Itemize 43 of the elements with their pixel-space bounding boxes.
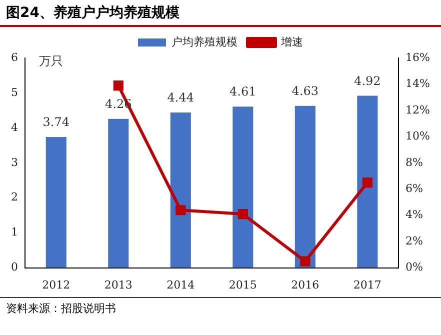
y-tick-label: 0 (11, 260, 18, 274)
text: 资料来源：招股说明书 (0, 297, 441, 320)
point (300, 256, 310, 266)
y2-tick-label: 16% (406, 50, 430, 64)
y-tick-label: 2 (11, 190, 18, 204)
y-tick-label: 4 (11, 120, 18, 134)
legend-label: 增速 (280, 35, 303, 48)
point (362, 178, 372, 188)
y2-tick-label: 14% (406, 77, 430, 90)
x-tick-label: 2017 (353, 278, 382, 292)
y2-tick-label: 6% (406, 182, 424, 195)
y2-tick-label: 8% (406, 156, 424, 169)
y-tick-label: 1 (11, 226, 18, 239)
bar (357, 96, 378, 268)
data-label: 4.63 (292, 84, 319, 98)
bar (232, 106, 254, 268)
legend-label: 户均养殖规模 (172, 35, 238, 48)
x-tick-label: 2013 (104, 278, 132, 292)
x-tick-label: 2014 (166, 278, 195, 292)
y2-tick-label: 12% (406, 103, 430, 116)
bar (46, 137, 66, 268)
chart-title: 图24、养殖户户均养殖规模 (0, 0, 441, 27)
point (238, 209, 248, 220)
x-tick-label: 2015 (228, 278, 257, 292)
y-tick-label: 5 (11, 86, 18, 99)
y2-tick-label: 0% (406, 260, 424, 274)
data-label: 3.74 (42, 115, 70, 130)
bar (108, 118, 129, 268)
point (176, 205, 186, 216)
point (113, 80, 124, 91)
data-label: 4.44 (167, 90, 194, 105)
x-tick-label: 2016 (291, 278, 320, 292)
y2-tick-label: 2% (406, 234, 424, 248)
y2-tick-label: 10% (406, 130, 430, 143)
data-label: 4.92 (354, 74, 381, 88)
y-tick-label: 3 (11, 156, 18, 169)
x-tick-label: 2012 (42, 278, 70, 292)
bar (294, 106, 316, 268)
data-label: 4.61 (230, 84, 256, 99)
y-axis-title: 万只 (39, 54, 63, 68)
y-tick-label: 6 (11, 50, 18, 64)
bar (170, 112, 191, 268)
y2-tick-label: 4% (406, 208, 424, 222)
